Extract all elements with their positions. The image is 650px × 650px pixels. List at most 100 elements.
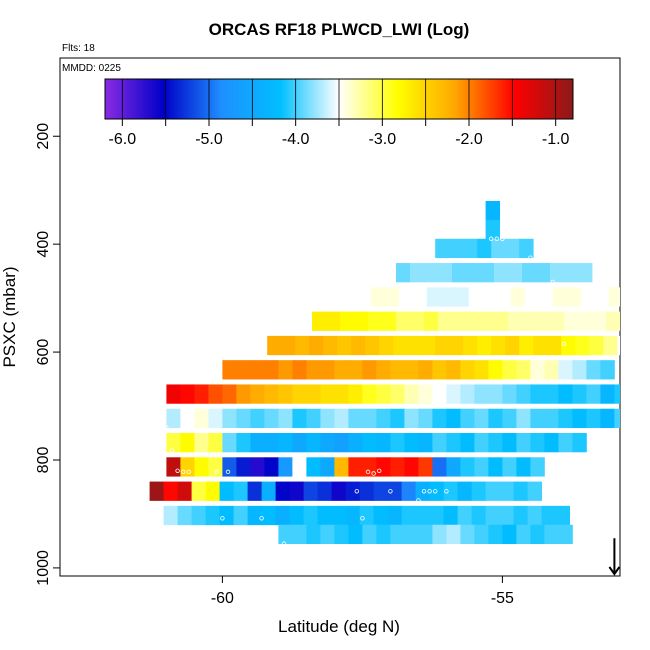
heatmap-cell bbox=[401, 481, 416, 501]
heatmap-cell bbox=[558, 360, 573, 380]
heatmap-cell bbox=[524, 287, 540, 307]
heatmap-cell bbox=[482, 287, 498, 307]
heatmap-cell bbox=[466, 311, 481, 331]
data-point-marker bbox=[427, 489, 432, 494]
heatmap-cell bbox=[404, 360, 419, 380]
heatmap-cell bbox=[261, 505, 276, 526]
data-point-marker bbox=[186, 538, 191, 544]
heatmap-cell bbox=[264, 433, 279, 453]
heatmap-cell bbox=[382, 311, 397, 331]
heatmap-cell bbox=[446, 360, 461, 380]
data-point-marker bbox=[466, 553, 471, 559]
heatmap-cell bbox=[522, 311, 537, 331]
heatmap-cell bbox=[278, 408, 293, 429]
heatmap-cell bbox=[236, 408, 251, 429]
heatmap-cell bbox=[519, 238, 534, 259]
heatmap-cell bbox=[373, 481, 388, 501]
data-point-marker bbox=[214, 469, 219, 475]
heatmap-cell bbox=[356, 287, 372, 307]
heatmap-cell bbox=[530, 360, 545, 380]
heatmap-cell bbox=[306, 524, 321, 545]
heatmap-cell bbox=[463, 335, 478, 356]
heatmap-cell bbox=[544, 524, 559, 545]
heatmap-cell bbox=[250, 433, 265, 453]
heatmap-cell bbox=[432, 457, 447, 477]
heatmap-cell bbox=[194, 433, 209, 453]
heatmap-cell bbox=[634, 312, 648, 331]
heatmap-cell bbox=[589, 335, 604, 356]
heatmap-cell bbox=[424, 263, 439, 283]
heatmap-cell bbox=[513, 505, 528, 526]
x-axis-label: Latitude (deg N) bbox=[278, 617, 400, 636]
heatmap-cell bbox=[572, 408, 587, 429]
heatmap-cell bbox=[432, 360, 447, 380]
heatmap-cell bbox=[334, 408, 349, 429]
heatmap-cell bbox=[337, 335, 352, 356]
heatmap-cell bbox=[292, 457, 307, 477]
heatmap-cell bbox=[149, 505, 164, 526]
heatmap-cell bbox=[460, 408, 475, 429]
colorbar-tick-label: -4.0 bbox=[282, 131, 310, 148]
heatmap-cell bbox=[536, 263, 551, 283]
heatmap-cell bbox=[404, 433, 419, 453]
heatmap-cell bbox=[222, 457, 237, 477]
heatmap-cell bbox=[510, 287, 526, 307]
heatmap-cell bbox=[306, 360, 321, 380]
heatmap-cell bbox=[376, 408, 391, 429]
data-point-marker bbox=[494, 236, 499, 241]
heatmap-cell bbox=[289, 505, 304, 526]
heatmap-cell bbox=[432, 384, 447, 404]
heatmap-cell bbox=[415, 481, 430, 501]
heatmap-cell bbox=[264, 360, 279, 380]
heatmap-cell bbox=[180, 408, 195, 429]
heatmap-cell bbox=[572, 360, 587, 380]
y-tick-label: 200 bbox=[35, 123, 52, 150]
heatmap-cell bbox=[365, 335, 380, 356]
colorbar-tick-label: -6.0 bbox=[109, 131, 137, 148]
heatmap-cell bbox=[424, 311, 439, 331]
heatmap-cell bbox=[219, 481, 234, 501]
heatmap-cell bbox=[516, 408, 531, 429]
data-point-marker bbox=[427, 552, 432, 557]
heatmap-cell bbox=[502, 457, 517, 477]
heatmap-cell bbox=[530, 408, 545, 429]
heatmap-cell bbox=[345, 505, 360, 526]
data-point-marker bbox=[388, 489, 393, 494]
heatmap-cell bbox=[645, 336, 650, 355]
heatmap-cell bbox=[205, 505, 220, 526]
heatmap-cell bbox=[278, 384, 293, 404]
heatmap-cell bbox=[446, 433, 461, 453]
data-point-marker bbox=[169, 448, 175, 453]
heatmap-cell bbox=[454, 287, 470, 307]
heatmap-cell bbox=[334, 524, 349, 545]
data-point-marker bbox=[561, 341, 567, 347]
heatmap-cell bbox=[390, 457, 405, 477]
heatmap-cell bbox=[418, 408, 433, 429]
heatmap-cell bbox=[418, 524, 433, 545]
heatmap-cell bbox=[250, 457, 265, 477]
heatmap-cell bbox=[267, 335, 282, 356]
heatmap-cell bbox=[278, 457, 293, 477]
heatmap-cell bbox=[264, 457, 279, 477]
heatmap-cell bbox=[340, 311, 355, 331]
heatmap-cell bbox=[603, 335, 618, 356]
heatmap-cell bbox=[466, 263, 481, 283]
heatmap-cell bbox=[564, 311, 579, 331]
heatmap-cell bbox=[530, 384, 545, 404]
heatmap-cell bbox=[166, 384, 181, 404]
heatmap-cell bbox=[370, 287, 386, 307]
heatmap-cell bbox=[502, 384, 517, 404]
heatmap-cell bbox=[527, 505, 542, 526]
heatmap-cell bbox=[398, 287, 414, 307]
data-point-marker bbox=[220, 516, 225, 521]
heatmap-cell bbox=[474, 408, 489, 429]
heatmap-cell bbox=[558, 384, 573, 404]
heatmap-cell bbox=[379, 335, 394, 356]
heatmap-cell bbox=[163, 481, 178, 501]
heatmap-cell bbox=[208, 384, 223, 404]
heatmap-cell bbox=[516, 433, 531, 453]
heatmap-cell bbox=[418, 360, 433, 380]
heatmap-cell bbox=[393, 335, 408, 356]
heatmap-cell bbox=[208, 457, 223, 477]
heatmap-cell bbox=[410, 311, 425, 331]
